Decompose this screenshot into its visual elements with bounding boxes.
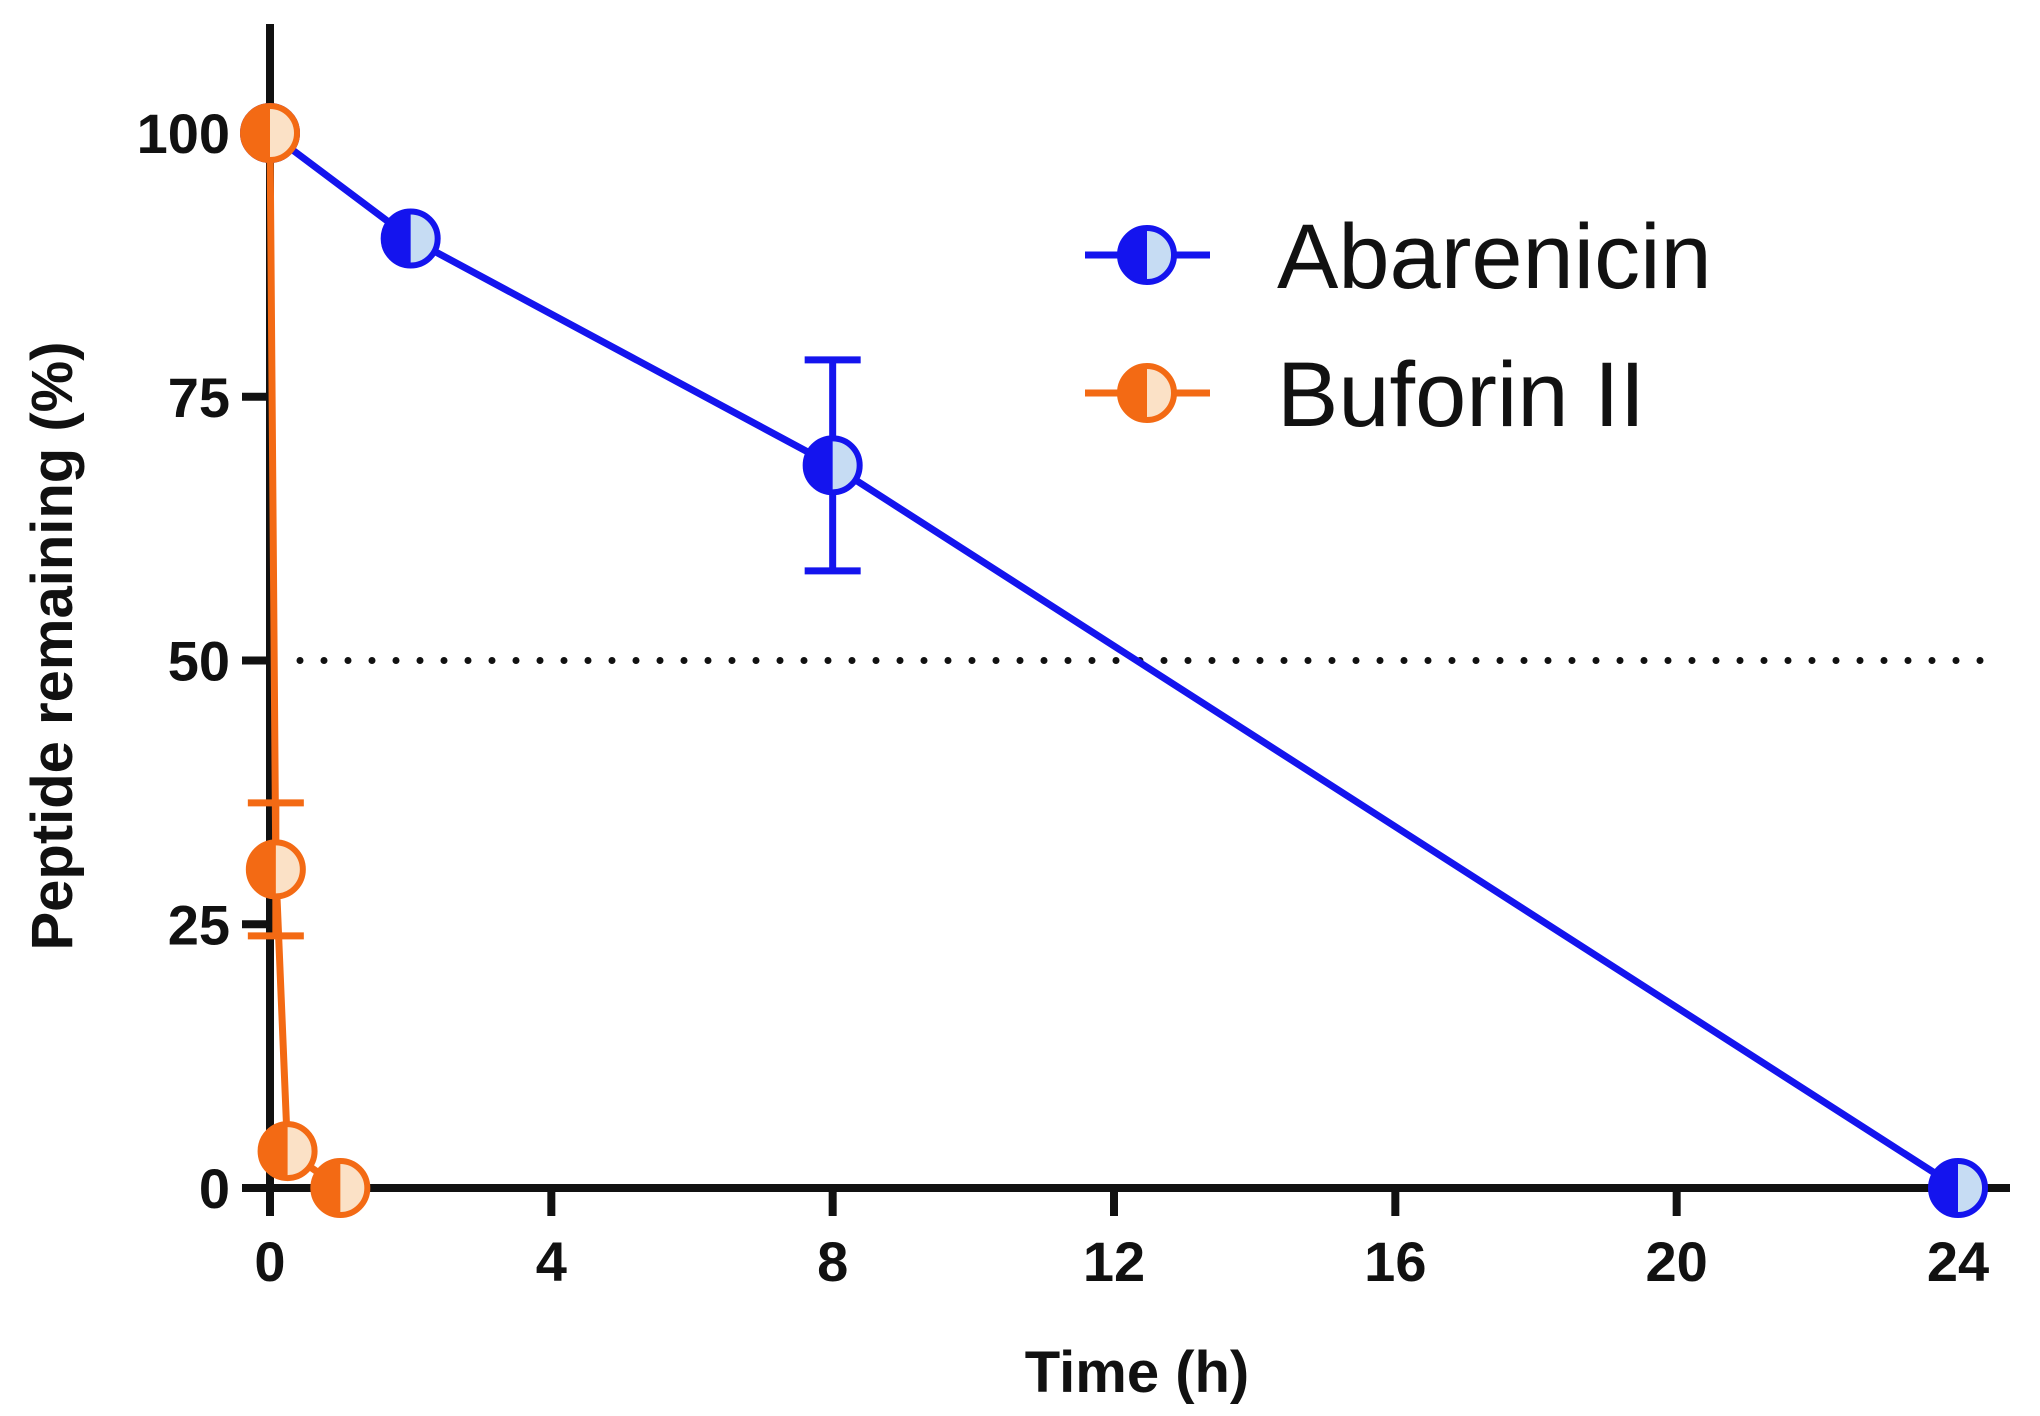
x-tick-label-8: 8 (817, 1230, 848, 1293)
series-layer (240, 103, 1988, 1218)
legend-item-abarenicin: Abarenicin (1085, 206, 1712, 308)
point-buforin-ii-0 (240, 103, 300, 163)
x-axis-title: Time (h) (1025, 1340, 1250, 1405)
x-tick-label-12: 12 (1083, 1230, 1145, 1293)
series-line-abarenicin (267, 130, 1960, 1191)
legend-marker-buforin-ii (1117, 363, 1177, 423)
legend-marker-abarenicin (1117, 225, 1177, 285)
point-abarenicin-3-half (1931, 1161, 1958, 1215)
x-tick-label-16: 16 (1364, 1230, 1426, 1293)
y-tick-label-0: 0 (199, 1157, 230, 1220)
y-axis-title: Peptide remaining (%) (20, 341, 85, 950)
point-buforin-ii-1-half (248, 842, 276, 897)
legend-marker-abarenicin-half (1120, 228, 1147, 282)
axes (242, 24, 2010, 1216)
point-buforin-ii-0-half (243, 106, 270, 160)
point-abarenicin-3 (1928, 1158, 1988, 1218)
x-tick-label-4: 4 (536, 1230, 567, 1293)
point-buforin-ii-3-half (313, 1161, 341, 1215)
x-tick-label-0: 0 (254, 1230, 285, 1293)
y-tick-label-25: 25 (168, 893, 230, 956)
point-abarenicin-2 (802, 435, 863, 496)
series-line-buforin-ii (266, 132, 343, 1191)
legend-label-abarenicin: Abarenicin (1277, 206, 1712, 308)
legend: Abarenicin Buforin II (1085, 206, 1712, 446)
point-buforin-ii-2-half (260, 1124, 288, 1179)
axis-ticks: 0 25 50 75 100 0 4 8 12 16 20 24 (137, 102, 1990, 1293)
point-buforin-ii-2 (257, 1121, 318, 1182)
x-tick-label-20: 20 (1646, 1230, 1708, 1293)
legend-marker-buforin-ii-half (1120, 366, 1147, 420)
point-buforin-ii-1 (245, 839, 306, 900)
point-abarenicin-1-half (383, 211, 411, 266)
point-abarenicin-2-half (805, 438, 833, 493)
legend-label-buforin-ii: Buforin II (1277, 344, 1645, 446)
y-tick-label-50: 50 (168, 630, 230, 693)
y-tick-label-75: 75 (168, 366, 230, 429)
y-tick-label-100: 100 (137, 102, 230, 165)
series-abarenicin (240, 103, 1988, 1218)
x-tick-label-24: 24 (1927, 1230, 1989, 1293)
series-buforin-ii (240, 103, 371, 1218)
point-abarenicin-1 (380, 208, 441, 269)
point-buforin-ii-3 (310, 1158, 371, 1218)
legend-item-buforin-ii: Buforin II (1085, 344, 1645, 446)
